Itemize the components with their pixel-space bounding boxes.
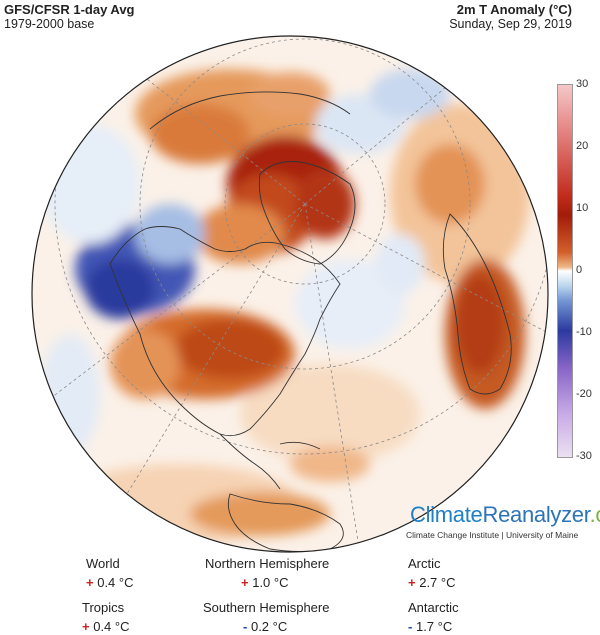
stat-label: World xyxy=(86,556,120,571)
scale-tick-label: -30 xyxy=(576,450,592,462)
stat-world: World + 0.4 °C xyxy=(86,556,134,590)
stat-label: Antarctic xyxy=(408,600,459,615)
coastline-central-america xyxy=(219,433,281,490)
stat-sign: - xyxy=(243,619,248,634)
stat-value: 0.4 °C xyxy=(97,575,134,590)
scale-tick-label: 0 xyxy=(576,264,583,276)
scale-tick-label: 10 xyxy=(576,202,589,214)
anomaly-patch xyxy=(290,446,370,482)
stat-sign: + xyxy=(86,575,94,590)
stat-sign: + xyxy=(241,575,249,590)
anomaly-patch xyxy=(295,169,355,239)
base-period: 1979-2000 base xyxy=(4,17,95,31)
variable-name: 2m T Anomaly (°C) xyxy=(456,2,572,17)
anomaly-patch xyxy=(240,364,420,464)
stat-value: 2.7 °C xyxy=(419,575,456,590)
scale-tick-label: 30 xyxy=(576,78,589,90)
globe-outline xyxy=(31,35,549,553)
stat-northern-hemisphere: Northern Hemisphere + 1.0 °C xyxy=(205,556,329,590)
longitude-line xyxy=(32,203,306,415)
stat-value-row: + 0.4 °C xyxy=(82,619,130,634)
color-scale-bar xyxy=(557,84,573,458)
anomaly-patch xyxy=(370,69,450,119)
longitude-line xyxy=(304,36,511,205)
stat-value: 1.0 °C xyxy=(252,575,289,590)
globe-map xyxy=(31,35,549,553)
stat-sign: - xyxy=(408,619,413,634)
coastline-siberia xyxy=(149,91,351,130)
anomaly-patch xyxy=(110,329,180,399)
stat-value-row: + 2.7 °C xyxy=(408,575,456,590)
coastline-caribbean xyxy=(279,441,321,450)
coastline-north-america xyxy=(109,226,341,437)
brand-climate: Climate xyxy=(410,502,483,527)
scale-tick-label: -10 xyxy=(576,326,592,338)
anomaly-patch xyxy=(295,259,405,349)
coastline-europe xyxy=(442,213,512,395)
stat-value-row: - 0.2 °C xyxy=(203,619,329,634)
latitude-line xyxy=(54,36,548,455)
stat-sign: + xyxy=(82,619,90,634)
latitude-line xyxy=(139,38,471,370)
scale-tick-label: 20 xyxy=(576,140,589,152)
header-right: 2m T Anomaly (°C) Sunday, Sep 29, 2019 xyxy=(449,2,572,32)
map-title: GFS/CFSR 1-day Avg xyxy=(4,2,135,17)
stat-southern-hemisphere: Southern Hemisphere - 0.2 °C xyxy=(203,600,329,634)
anomaly-patch xyxy=(175,319,285,379)
latitude-line xyxy=(224,123,386,285)
stat-value: 0.2 °C xyxy=(250,619,288,634)
stat-value: 1.7 °C xyxy=(415,619,453,634)
anomaly-patch xyxy=(455,274,505,374)
anomaly-patch xyxy=(375,234,425,294)
stat-value-row: + 0.4 °C xyxy=(86,575,134,590)
anomaly-patch xyxy=(150,104,250,164)
header-left: GFS/CFSR 1-day Avg 1979-2000 base xyxy=(4,2,135,32)
stat-label: Northern Hemisphere xyxy=(205,556,330,571)
brand-logo: ClimateReanalyzer.org xyxy=(410,502,600,528)
longitude-line xyxy=(304,203,548,335)
anomaly-patch xyxy=(415,144,485,224)
map-date: Sunday, Sep 29, 2019 xyxy=(449,17,572,31)
longitude-line xyxy=(304,203,361,552)
anomaly-patch xyxy=(190,492,330,536)
stat-sign: + xyxy=(408,575,416,590)
anomaly-patch xyxy=(250,72,330,116)
stat-tropics: Tropics + 0.4 °C xyxy=(82,600,130,634)
anomaly-patch xyxy=(135,204,205,264)
stat-label: Southern Hemisphere xyxy=(203,600,330,615)
stat-antarctic: Antarctic - 1.7 °C xyxy=(408,600,459,634)
scale-tick-label: -20 xyxy=(576,388,592,400)
stat-label: Arctic xyxy=(408,556,441,571)
anomaly-patch xyxy=(195,204,285,264)
brand-org: .org xyxy=(589,502,600,527)
brand-reanalyzer: Reanalyzer xyxy=(482,502,590,527)
anomaly-patch xyxy=(40,334,100,454)
stat-value-row: - 1.7 °C xyxy=(408,619,459,634)
anomaly-patch xyxy=(40,124,140,244)
brand-subtitle: Climate Change Institute | University of… xyxy=(406,530,579,540)
coastline-greenland xyxy=(258,161,356,265)
stat-value-row: + 1.0 °C xyxy=(205,575,329,590)
stat-label: Tropics xyxy=(82,600,125,615)
stat-value: 0.4 °C xyxy=(93,619,130,634)
stat-arctic: Arctic + 2.7 °C xyxy=(408,556,456,590)
